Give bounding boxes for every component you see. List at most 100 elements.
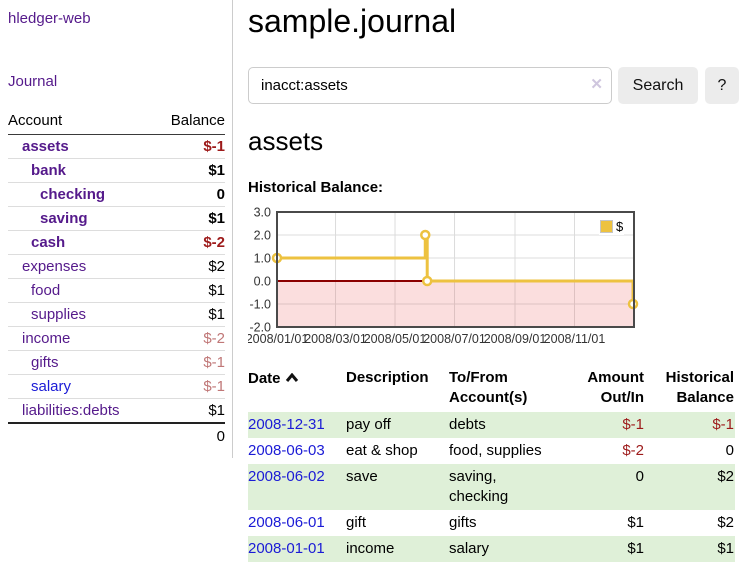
page-title: sample.journal xyxy=(248,3,457,39)
account-balance: $-1 xyxy=(154,350,225,375)
transaction-amount: $1 xyxy=(627,514,644,531)
svg-text:2008/09/01: 2008/09/01 xyxy=(484,332,547,346)
account-row: income $-2 xyxy=(8,326,225,351)
account-row: supplies $1 xyxy=(8,302,225,327)
svg-text:0.0: 0.0 xyxy=(254,275,271,289)
account-row: assets $-1 xyxy=(8,135,225,159)
transaction-balance: $2 xyxy=(717,468,734,485)
legend-label: $ xyxy=(616,219,624,234)
transaction-date-link[interactable]: 2008-06-02 xyxy=(248,468,325,485)
app-title-link[interactable]: hledger-web xyxy=(8,10,91,27)
register-col-date[interactable]: Date xyxy=(248,366,346,412)
register-col-amount[interactable]: Amount Out/In xyxy=(587,369,644,406)
account-balance: $1 xyxy=(154,398,225,423)
account-link-expenses[interactable]: expenses xyxy=(22,258,87,275)
svg-text:3.0: 3.0 xyxy=(254,206,271,220)
account-balance: $2 xyxy=(154,254,225,279)
account-balance: $1 xyxy=(154,302,225,327)
accounts-total-value: 0 xyxy=(154,422,225,448)
transaction-date-link[interactable]: 2008-12-31 xyxy=(248,416,325,433)
account-balance: $-1 xyxy=(203,138,225,155)
account-link-bank[interactable]: bank xyxy=(31,162,67,179)
account-balance: 0 xyxy=(154,182,225,207)
accounts-col-balance: Balance xyxy=(154,109,225,135)
transaction-accounts: salary xyxy=(449,540,490,557)
search-bar: ✕ Search ? xyxy=(248,67,742,104)
chart-legend: $ xyxy=(599,218,625,235)
account-link-income[interactable]: income xyxy=(22,330,71,347)
account-link-cash[interactable]: cash xyxy=(31,234,66,251)
register-col-balance[interactable]: Historical Balance xyxy=(665,369,734,406)
legend-swatch xyxy=(600,220,613,233)
register-row: 2008-12-31 pay off debts $-1 $-1 xyxy=(248,412,735,438)
account-link-liabilities-debts[interactable]: liabilities:debts xyxy=(22,402,120,419)
account-balance: $-2 xyxy=(154,326,225,351)
account-link-supplies[interactable]: supplies xyxy=(31,306,87,323)
transaction-accounts: gifts xyxy=(449,514,477,531)
transaction-date-link[interactable]: 2008-06-03 xyxy=(248,442,325,459)
transaction-description: pay off xyxy=(346,416,391,433)
register-row: 2008-06-02 save saving, checking 0 $2 xyxy=(248,464,735,510)
account-balance: $-1 xyxy=(154,374,225,399)
transaction-balance: 0 xyxy=(725,442,734,459)
chart-canvas: 3.0 2.0 1.0 0.0 -1.0 -2.02008/01/012008/03/01… xyxy=(246,206,639,346)
account-link-checking[interactable]: checking xyxy=(40,186,106,203)
transaction-balance: $-1 xyxy=(712,416,734,433)
sidebar: hledger-web Journal Account Balance asse… xyxy=(0,0,233,458)
transaction-accounts: debts xyxy=(449,416,486,433)
account-link-salary[interactable]: salary xyxy=(31,378,72,395)
main-content: sample.journal ✕ Search ? assets Histori… xyxy=(246,0,742,562)
transaction-accounts: saving, checking xyxy=(449,468,509,505)
account-balance: $1 xyxy=(154,206,225,231)
search-button[interactable]: Search xyxy=(618,67,698,104)
account-balance: $1 xyxy=(154,278,225,303)
transaction-balance: $1 xyxy=(717,540,734,557)
account-row: saving $1 xyxy=(8,206,225,231)
svg-text:2008/11/01: 2008/11/01 xyxy=(544,332,606,346)
register-row: 2008-01-01 income salary $1 $1 xyxy=(248,536,735,562)
svg-text:2008/03/01: 2008/03/01 xyxy=(304,332,367,346)
svg-text:2.0: 2.0 xyxy=(254,229,271,243)
account-balance: $-2 xyxy=(154,230,225,255)
sidebar-item-journal[interactable]: Journal xyxy=(8,73,58,90)
account-link-saving[interactable]: saving xyxy=(40,210,88,227)
account-row: gifts $-1 xyxy=(8,350,225,375)
account-row: cash $-2 xyxy=(8,230,225,255)
account-row: checking 0 xyxy=(8,182,225,207)
svg-text:2008/05/01: 2008/05/01 xyxy=(364,332,427,346)
transaction-date-link[interactable]: 2008-06-01 xyxy=(248,514,325,531)
clear-search-icon[interactable]: ✕ xyxy=(590,76,603,93)
register-col-description[interactable]: Description xyxy=(346,369,429,386)
transaction-description: income xyxy=(346,540,395,557)
accounts-table: Account Balance assets $-1 bank $1 check… xyxy=(8,109,225,448)
transaction-description: save xyxy=(346,468,378,485)
transaction-amount: $1 xyxy=(627,540,644,557)
transaction-description: eat & shop xyxy=(346,442,418,459)
account-balance: $1 xyxy=(154,158,225,183)
svg-text:-2.0: -2.0 xyxy=(249,321,271,335)
account-link-food[interactable]: food xyxy=(31,282,61,299)
account-link-gifts[interactable]: gifts xyxy=(31,354,59,371)
transaction-amount: 0 xyxy=(635,468,644,485)
account-heading: assets xyxy=(248,126,324,156)
transaction-amount: $-1 xyxy=(622,416,644,433)
svg-text:-1.0: -1.0 xyxy=(249,298,271,312)
svg-text:1.0: 1.0 xyxy=(254,252,271,266)
register-row: 2008-06-03 eat & shop food, supplies $-2… xyxy=(248,438,735,464)
help-button[interactable]: ? xyxy=(705,67,739,104)
historical-balance-chart: 3.0 2.0 1.0 0.0 -1.0 -2.0 2008/01/01 2008/03/01… xyxy=(246,205,693,353)
accounts-col-account: Account xyxy=(8,109,155,135)
transaction-amount: $-2 xyxy=(622,442,644,459)
search-input[interactable] xyxy=(248,67,612,104)
transaction-date-link[interactable]: 2008-01-01 xyxy=(248,540,325,557)
transaction-accounts: food, supplies xyxy=(449,442,542,459)
sort-ascending-icon xyxy=(285,368,299,388)
transaction-balance: $2 xyxy=(717,514,734,531)
register-row: 2008-06-01 gift gifts $1 $2 xyxy=(248,510,735,536)
svg-text:2008/07/01: 2008/07/01 xyxy=(423,332,486,346)
chart-title: Historical Balance: xyxy=(248,179,384,196)
transaction-description: gift xyxy=(346,514,367,531)
account-link-assets[interactable]: assets xyxy=(22,138,69,155)
register-col-accounts[interactable]: To/From Account(s) xyxy=(449,369,528,406)
account-row: bank $1 xyxy=(8,158,225,183)
